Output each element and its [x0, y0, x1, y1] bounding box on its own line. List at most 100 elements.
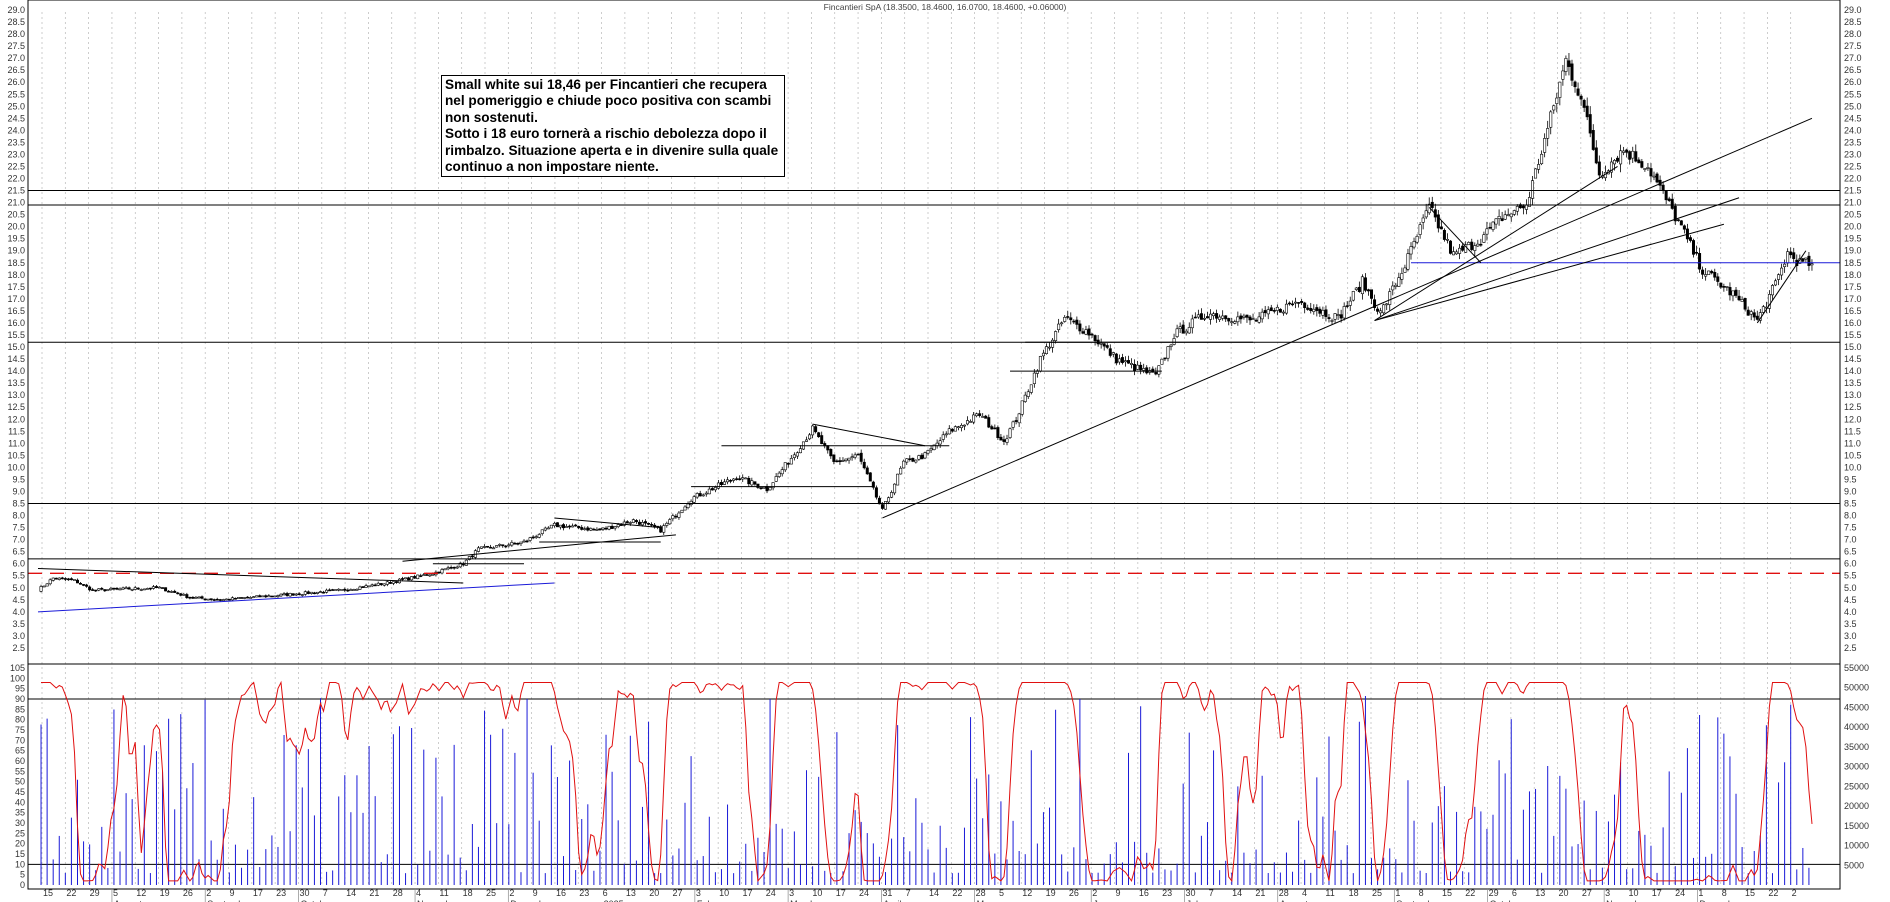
candle-body	[1661, 184, 1665, 191]
candle-body	[1193, 316, 1197, 319]
candle-body	[1521, 205, 1525, 209]
candle-body	[1506, 214, 1510, 216]
x-tick-label: 6	[1512, 888, 1517, 898]
candle-body	[674, 515, 678, 518]
y-tick-label-left: 8.0	[12, 511, 25, 521]
candle-body	[1503, 214, 1507, 220]
candle-body	[1069, 317, 1073, 321]
x-tick-label: 7	[323, 888, 328, 898]
candle-body	[410, 576, 414, 581]
candle-body	[975, 413, 979, 417]
month-label: May	[977, 899, 995, 902]
candle-body	[139, 589, 143, 591]
x-tick-label: 22	[66, 888, 76, 898]
candle-body	[1567, 60, 1571, 67]
candle-body	[966, 420, 970, 425]
x-tick-label: 22	[1465, 888, 1475, 898]
note-line: non sostenuti.	[445, 109, 538, 125]
candle-body	[1740, 299, 1744, 302]
candle-body	[1209, 313, 1213, 320]
candle-body	[774, 476, 778, 482]
y-tick-label-right: 23.5	[1844, 137, 1862, 147]
y-tick-label-left: 7.0	[12, 535, 25, 545]
candle-body	[1570, 63, 1574, 81]
candle-body	[814, 426, 818, 433]
y-tick-label-right: 8.5	[1844, 499, 1857, 509]
y-tick-label-right: 24.0	[1844, 125, 1862, 135]
candle-body	[1597, 161, 1601, 176]
x-tick-label: 2	[1792, 888, 1797, 898]
candle-body	[1379, 310, 1383, 314]
candle-body	[1327, 317, 1331, 319]
candle-body	[309, 591, 313, 594]
candle-body	[1467, 242, 1471, 246]
candle-body	[318, 591, 322, 593]
candle-body	[1257, 316, 1261, 323]
candle-body	[704, 492, 708, 495]
candle-body	[750, 480, 754, 486]
y-tick-label-right: 14.5	[1844, 354, 1862, 364]
candle-body	[1127, 360, 1131, 364]
candle-body	[698, 493, 702, 497]
y-tick-label-right: 11.0	[1844, 438, 1861, 448]
candle-body	[212, 599, 216, 601]
y-tick-label-left: 17.5	[7, 282, 25, 292]
x-tick-label: 12	[136, 888, 146, 898]
candle-body	[1281, 311, 1285, 314]
candle-body	[94, 589, 98, 592]
y-tick-label-right: 5.0	[1844, 583, 1857, 593]
candle-body	[1339, 314, 1343, 319]
x-tick-label: 11	[1325, 888, 1334, 898]
candle-body	[534, 536, 538, 538]
x-tick-label: 16	[1139, 888, 1149, 898]
x-tick-label: 14	[346, 888, 356, 898]
trendline	[1374, 197, 1740, 322]
candle-body	[379, 583, 383, 586]
candle-body	[458, 562, 462, 568]
candle-body	[583, 528, 587, 530]
candle-body	[686, 503, 690, 508]
candle-body	[1190, 318, 1194, 329]
y-tick-label-right: 13.5	[1844, 378, 1862, 388]
candle-body	[136, 587, 140, 590]
candle-body	[1005, 438, 1009, 443]
y-tick-label-right: 25.0	[1844, 101, 1862, 111]
candle-body	[552, 522, 556, 527]
volume-tick-label: 55000	[1844, 663, 1869, 673]
candle-body	[1020, 400, 1024, 415]
candle-body	[1652, 175, 1656, 178]
candle-body	[1017, 413, 1021, 424]
candle-body	[1491, 221, 1495, 230]
y-tick-label-left: 10.0	[7, 462, 25, 472]
candle-body	[829, 449, 833, 457]
candle-body	[413, 576, 417, 579]
candle-body	[798, 448, 802, 454]
y-tick-label-right: 15.5	[1844, 330, 1862, 340]
candle-body	[1439, 226, 1443, 230]
candle-body	[808, 434, 812, 440]
y-tick-label-right: 18.5	[1844, 258, 1862, 268]
candle-body	[1640, 161, 1644, 168]
month-label: October	[1490, 899, 1522, 902]
candle-body	[498, 544, 502, 546]
y-tick-label-left: 13.5	[7, 378, 25, 388]
x-tick-label: 24	[859, 888, 869, 898]
candle-body	[394, 581, 398, 583]
x-tick-label: 27	[673, 888, 683, 898]
x-tick-label: 15	[1745, 888, 1755, 898]
candle-body	[1585, 105, 1589, 118]
y-tick-label-left: 9.5	[12, 474, 25, 484]
month-label: July	[1186, 899, 1203, 902]
candle-body	[1215, 313, 1219, 319]
candle-body	[634, 520, 638, 523]
candle-body	[1382, 304, 1386, 314]
candle-body	[1260, 311, 1264, 320]
y-tick-label-right: 12.0	[1844, 414, 1862, 424]
month-label: October	[300, 899, 332, 902]
x-tick-label: 21	[1255, 888, 1265, 898]
candle-body	[63, 578, 67, 580]
y-tick-label-left: 20.0	[7, 222, 25, 232]
candle-body	[385, 581, 389, 585]
y-tick-label-right: 24.5	[1844, 113, 1862, 123]
candle-body	[938, 440, 942, 445]
